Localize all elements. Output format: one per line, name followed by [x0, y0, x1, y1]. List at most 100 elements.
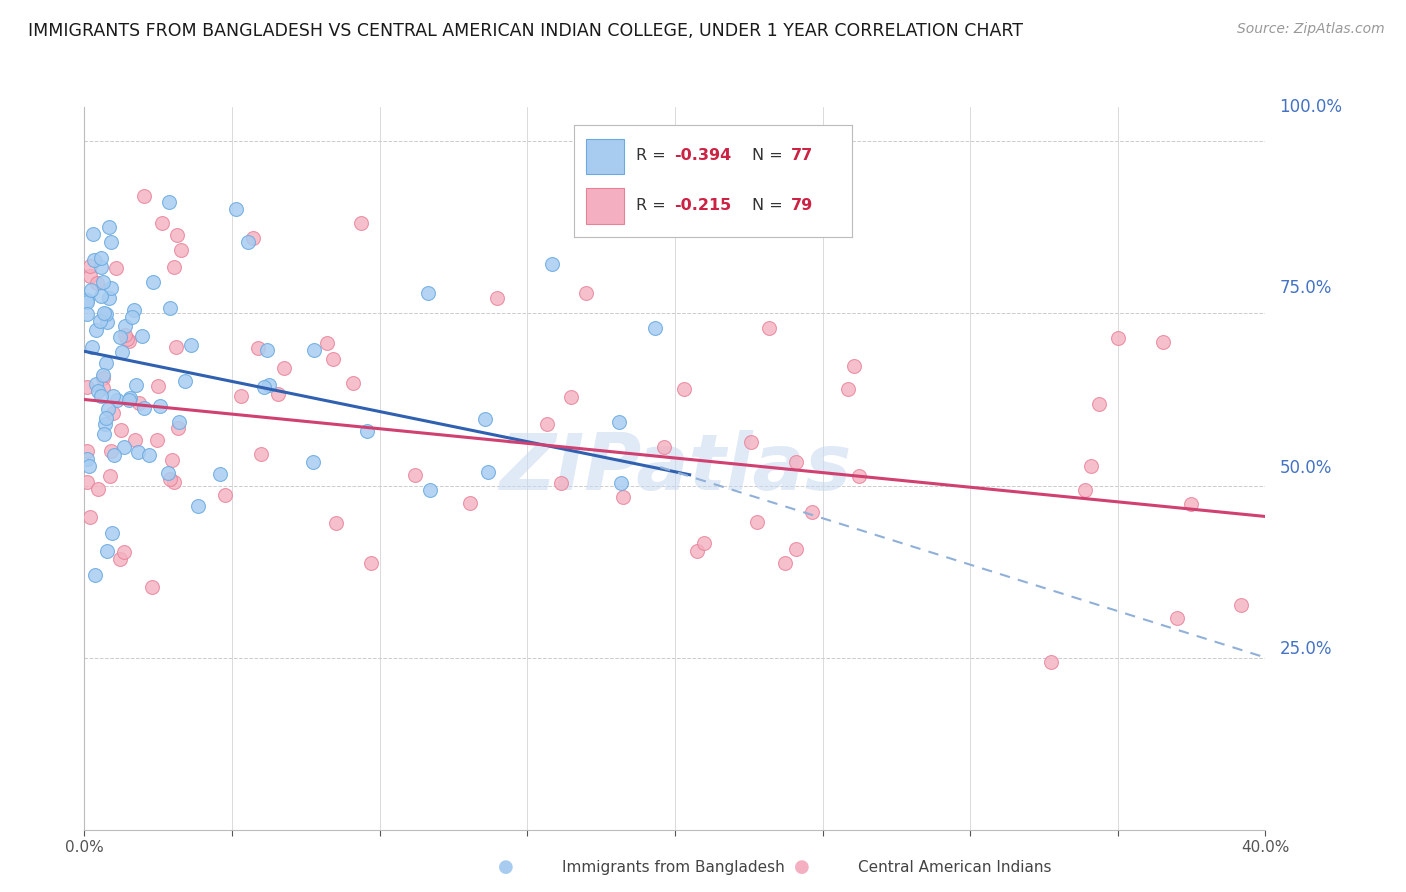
Point — [160, 453, 183, 467]
Point — [167, 421, 190, 435]
Point — [325, 516, 347, 531]
Point — [131, 329, 153, 343]
Point — [91, 370, 114, 384]
Point — [112, 440, 135, 454]
Point — [108, 330, 131, 344]
Point — [111, 345, 134, 359]
Point — [96, 315, 118, 329]
Point — [745, 515, 768, 529]
Point — [122, 302, 145, 317]
Point — [132, 189, 155, 203]
Point — [90, 389, 112, 403]
Point — [86, 376, 108, 391]
Point — [167, 415, 190, 429]
Point — [419, 483, 441, 497]
Point — [163, 260, 186, 275]
Point — [322, 351, 344, 366]
Point — [157, 466, 180, 480]
Point — [360, 556, 382, 570]
Point — [110, 423, 132, 437]
Point — [152, 216, 174, 230]
Point — [84, 568, 107, 582]
Point — [170, 244, 193, 258]
Point — [238, 235, 260, 249]
Point — [304, 343, 326, 358]
Point — [214, 488, 236, 502]
Point — [652, 440, 675, 454]
Point — [572, 171, 595, 186]
Point — [686, 544, 709, 558]
Point — [246, 341, 269, 355]
Point — [101, 406, 124, 420]
Point — [758, 321, 780, 335]
Text: 50.0%: 50.0% — [1279, 459, 1331, 477]
Point — [94, 417, 117, 432]
Point — [180, 338, 202, 352]
Point — [148, 379, 170, 393]
Point — [94, 356, 117, 370]
Point — [837, 382, 859, 396]
Point — [1166, 610, 1188, 624]
Text: 25.0%: 25.0% — [1279, 640, 1331, 658]
Point — [1180, 498, 1202, 512]
Point — [76, 451, 98, 466]
Point — [229, 389, 252, 403]
Point — [1152, 335, 1174, 350]
Point — [536, 417, 558, 432]
Point — [404, 468, 426, 483]
Point — [162, 475, 184, 490]
Point — [1080, 458, 1102, 473]
Point — [100, 235, 122, 249]
Point — [540, 257, 562, 271]
Point — [103, 448, 125, 462]
Point — [117, 332, 139, 346]
Text: 100.0%: 100.0% — [1279, 98, 1343, 116]
Point — [91, 381, 114, 395]
Text: 75.0%: 75.0% — [1279, 278, 1331, 297]
Point — [1039, 655, 1062, 669]
Point — [76, 307, 98, 321]
Point — [267, 387, 290, 401]
Point — [848, 469, 870, 483]
Point — [79, 260, 101, 274]
Point — [273, 360, 295, 375]
Point — [141, 580, 163, 594]
Point — [94, 307, 117, 321]
Text: Immigrants from Bangladesh: Immigrants from Bangladesh — [562, 860, 785, 874]
Point — [118, 392, 141, 407]
Point — [142, 275, 165, 289]
Point — [740, 435, 762, 450]
Point — [79, 459, 101, 474]
Point — [485, 291, 508, 305]
Point — [124, 433, 146, 447]
Point — [208, 467, 231, 482]
Point — [79, 268, 101, 283]
Point — [89, 314, 111, 328]
Text: IMMIGRANTS FROM BANGLADESH VS CENTRAL AMERICAN INDIAN COLLEGE, UNDER 1 YEAR CORR: IMMIGRANTS FROM BANGLADESH VS CENTRAL AM… — [28, 22, 1024, 40]
Point — [157, 194, 180, 209]
Point — [90, 260, 112, 274]
Point — [93, 427, 115, 442]
Point — [785, 542, 807, 557]
Point — [83, 253, 105, 268]
Point — [249, 447, 271, 461]
Point — [1107, 331, 1129, 345]
Point — [174, 374, 197, 388]
Point — [159, 472, 181, 486]
Point — [166, 228, 188, 243]
Point — [350, 216, 373, 230]
Text: Central American Indians: Central American Indians — [858, 860, 1052, 874]
Point — [159, 301, 181, 315]
Point — [76, 380, 98, 394]
Point — [474, 411, 496, 425]
Point — [125, 378, 148, 392]
Point — [96, 544, 118, 558]
Point — [1088, 397, 1111, 411]
Point — [477, 465, 499, 479]
Point — [1229, 598, 1251, 612]
Point — [76, 444, 98, 458]
Point — [301, 455, 323, 469]
Point — [105, 392, 128, 407]
Point — [138, 448, 160, 462]
Point — [356, 424, 378, 438]
